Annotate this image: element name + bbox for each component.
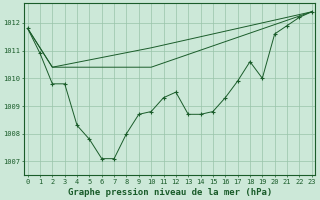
X-axis label: Graphe pression niveau de la mer (hPa): Graphe pression niveau de la mer (hPa) — [68, 188, 272, 197]
